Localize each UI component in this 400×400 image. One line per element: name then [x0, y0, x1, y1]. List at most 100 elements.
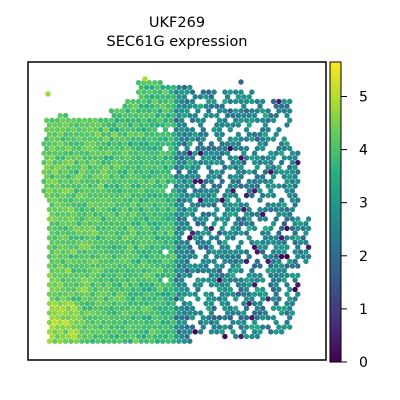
spot [243, 127, 250, 133]
spot [152, 127, 158, 133]
spot [141, 183, 147, 189]
spot [130, 108, 136, 114]
spot [222, 108, 228, 114]
spot [184, 98, 190, 105]
spot [79, 178, 85, 185]
spot [260, 117, 266, 124]
spot [92, 324, 99, 330]
spot [233, 230, 239, 236]
spot [143, 216, 150, 222]
spot [230, 225, 236, 232]
spot [46, 150, 53, 156]
spot [181, 112, 188, 119]
spot [122, 206, 128, 213]
spot [230, 253, 236, 260]
spot [54, 127, 61, 133]
spot [143, 169, 150, 175]
spot [135, 108, 142, 114]
spot [79, 338, 85, 344]
spot [249, 136, 255, 142]
spot [149, 103, 155, 109]
spot [114, 324, 120, 330]
spot [57, 141, 63, 147]
spot [241, 291, 247, 297]
spot [257, 216, 263, 222]
spot [146, 108, 152, 114]
spot [127, 319, 134, 326]
spot [73, 291, 80, 297]
spot [265, 324, 271, 330]
spot [154, 197, 161, 203]
spot [127, 225, 134, 232]
spot [133, 197, 139, 203]
spot [119, 183, 126, 189]
spot [233, 333, 239, 340]
spot [133, 150, 139, 156]
spot [168, 258, 174, 264]
spot [100, 150, 107, 156]
spot [52, 235, 58, 241]
spot [230, 206, 236, 213]
spot [152, 305, 158, 311]
spot [195, 286, 201, 293]
spot [143, 225, 150, 232]
spot [224, 206, 231, 213]
spot [146, 164, 152, 170]
spot [130, 211, 136, 217]
spot [138, 206, 144, 213]
spot [57, 131, 63, 138]
spot [130, 174, 136, 180]
spot [76, 286, 82, 293]
spot [265, 108, 271, 114]
spot [114, 305, 120, 311]
spot [89, 235, 96, 241]
spot [130, 315, 136, 321]
spot [141, 258, 147, 264]
spot [65, 136, 72, 142]
colorbar-tick-label: 4 [359, 143, 368, 159]
spot [98, 277, 104, 283]
spot [100, 216, 107, 222]
spot [265, 155, 271, 161]
spot [254, 145, 260, 152]
spot [135, 286, 142, 293]
spot [60, 333, 66, 340]
spot [81, 164, 88, 170]
spot [262, 178, 269, 185]
spot [81, 202, 88, 208]
spot [57, 263, 63, 269]
spot [173, 258, 179, 264]
spot [241, 329, 247, 335]
spot [181, 141, 188, 147]
spot [184, 315, 190, 321]
spot [219, 329, 225, 335]
spot [160, 272, 166, 279]
spot [98, 296, 104, 302]
spot [54, 136, 61, 142]
spot [62, 235, 69, 241]
spot [222, 221, 228, 227]
spot [52, 216, 58, 222]
spot [208, 319, 215, 326]
spot [162, 98, 169, 105]
spot [295, 150, 301, 156]
spot [127, 338, 134, 344]
spot [100, 291, 107, 297]
spot [187, 225, 193, 232]
spot [278, 206, 285, 213]
spot [81, 183, 88, 189]
spot [243, 183, 250, 189]
spot [84, 244, 90, 250]
spot [114, 277, 120, 283]
spot [84, 235, 90, 241]
spot [142, 76, 148, 82]
spot [95, 329, 101, 335]
spot [224, 216, 231, 222]
spot [265, 136, 271, 142]
spot [76, 155, 82, 161]
spot [44, 183, 50, 189]
spot [233, 305, 239, 311]
spot [116, 244, 123, 250]
spot [84, 150, 90, 156]
spot [71, 211, 77, 217]
